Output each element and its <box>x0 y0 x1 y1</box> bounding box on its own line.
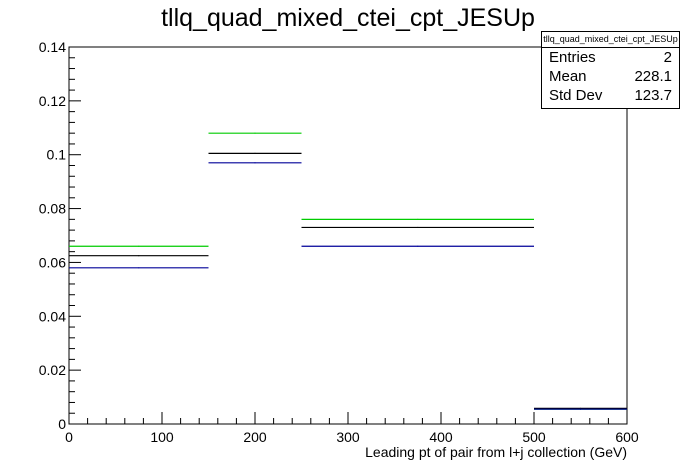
y-tick-label: 0.12 <box>39 93 66 109</box>
x-tick-label: 200 <box>243 429 267 445</box>
x-tick-label: 100 <box>150 429 174 445</box>
bin-center-marker <box>138 267 140 269</box>
x-tick-label: 400 <box>429 429 453 445</box>
chart-title: tllq_quad_mixed_ctei_cpt_JESUp <box>161 4 535 32</box>
bin-center-marker <box>138 245 140 247</box>
bin-center-marker <box>254 132 256 134</box>
y-tick-label: 0 <box>58 416 66 432</box>
y-tick-label: 0.06 <box>39 254 66 270</box>
x-tick-label: 300 <box>336 429 360 445</box>
x-tick-label: 600 <box>615 429 639 445</box>
bin-center-marker <box>254 152 256 154</box>
bin-center-marker <box>417 226 419 228</box>
bin-center-marker <box>417 218 419 220</box>
y-tick-label: 0.14 <box>39 39 66 55</box>
bin-center-marker <box>580 407 581 409</box>
stats-label: Std Dev <box>549 87 603 104</box>
stats-row-entries: Entries 2 <box>542 48 679 67</box>
bin-center-marker <box>138 255 140 257</box>
y-tick-label: 0.04 <box>39 308 66 324</box>
stats-label: Mean <box>549 68 587 85</box>
bin-center-marker <box>254 162 256 164</box>
stats-row-stddev: Std Dev 123.7 <box>542 86 679 105</box>
y-tick-label: 0.02 <box>39 362 66 378</box>
stats-value: 123.7 <box>634 87 672 104</box>
stats-row-mean: Mean 228.1 <box>542 67 679 86</box>
y-tick-label: 0.08 <box>39 201 66 217</box>
stats-label: Entries <box>549 49 596 66</box>
stats-box-title: tllq_quad_mixed_ctei_cpt_JESUp <box>542 32 679 48</box>
stats-value: 228.1 <box>634 68 672 85</box>
stats-value: 2 <box>663 49 672 66</box>
y-tick-label: 0.1 <box>47 147 67 163</box>
bin-center-marker <box>417 245 419 247</box>
x-tick-label: 0 <box>65 429 73 445</box>
stats-box: tllq_quad_mixed_ctei_cpt_JESUp Entries 2… <box>541 31 680 109</box>
x-axis-label: Leading pt of pair from l+j collection (… <box>365 444 627 460</box>
bin-center-marker <box>580 408 581 410</box>
x-tick-label: 500 <box>522 429 546 445</box>
